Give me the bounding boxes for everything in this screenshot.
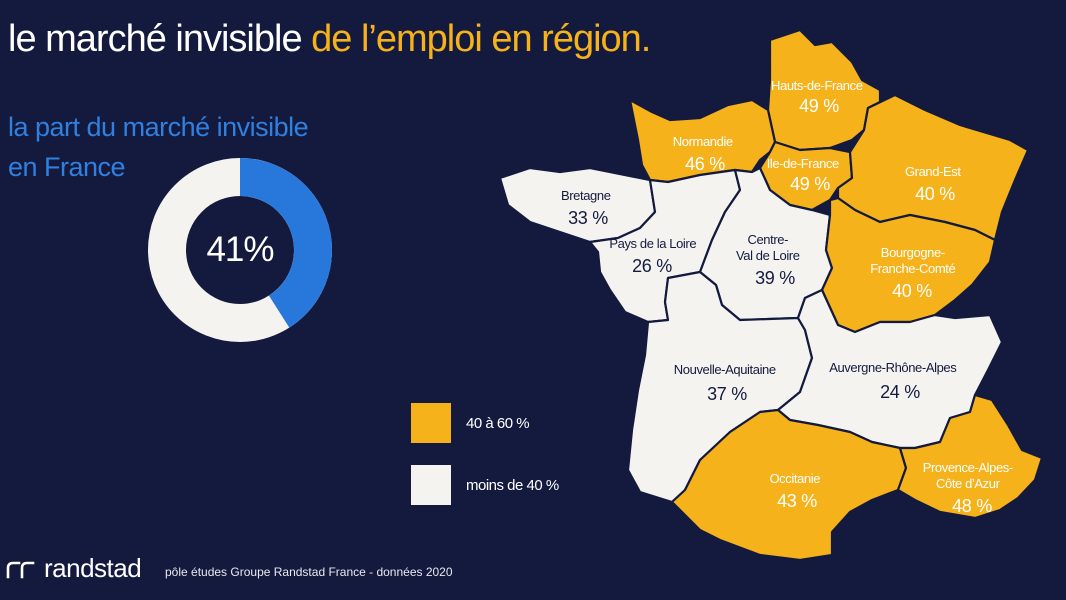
region-value-nouvelle-aquitaine: 37 % [707, 384, 747, 404]
region-label-centre-val-de-loire: Centre- Val de Loire 39 % [736, 231, 804, 288]
region-name-provence-alpes-cote-d-azur-line-2: Côte d’Azur [936, 476, 1001, 491]
region-name-ile-de-france: Ile-de-France [767, 156, 839, 171]
region-name-bretagne: Bretagne [561, 188, 611, 203]
donut-share-arc [239, 158, 332, 328]
region-label-hauts-de-france: Hauts-de-France 49 % [771, 77, 867, 116]
region-value-bourgogne-franche-comte: 40 % [892, 281, 932, 301]
region-value-centre-val-de-loire: 39 % [755, 268, 795, 288]
region-value-grand-est: 40 % [915, 184, 955, 204]
donut-caption-line-2: en France [8, 152, 126, 182]
page-title: le marché invisible de l’emploi en régio… [8, 18, 651, 61]
region-name-provence-alpes-cote-d-azur-line-1: Provence-Alpes- [923, 460, 1013, 475]
region-label-auvergne-rhone-alpes: Auvergne-Rhône-Alpes 24 % [829, 359, 961, 402]
region-value-occitanie: 43 % [777, 491, 817, 511]
region-value-bretagne: 33 % [568, 208, 608, 228]
region-name-hauts-de-france: Hauts-de-France [771, 78, 863, 93]
region-value-auvergne-rhone-alpes: 24 % [880, 382, 920, 402]
donut-chart [148, 158, 332, 342]
region-name-grand-est: Grand-Est [905, 164, 961, 179]
donut-caption-line-1: la part du marché invisible [8, 112, 309, 142]
footer-brand: randstad [6, 553, 142, 584]
region-name-centre-val-de-loire-line-2: Val de Loire [736, 248, 800, 263]
legend-swatch-high [411, 403, 451, 443]
region-name-centre-val-de-loire-line-1: Centre- [747, 232, 788, 247]
region-name-occitanie: Occitanie [769, 471, 820, 486]
region-name-auvergne-rhone-alpes: Auvergne-Rhône-Alpes [829, 360, 957, 375]
brand-name: randstad [44, 553, 142, 583]
region-label-bourgogne-franche-comte: Bourgogne- Franche-Comté 40 % [870, 244, 960, 301]
region-label-grand-est: Grand-Est 40 % [905, 163, 965, 204]
region-label-bretagne: Bretagne 33 % [561, 187, 615, 228]
region-value-normandie: 46 % [685, 154, 725, 174]
region-value-pays-de-la-loire: 26 % [632, 256, 672, 276]
source-note: pôle études Groupe Randstad France - don… [165, 565, 453, 579]
legend-label-low: moins de 40 % [466, 476, 559, 494]
donut-value-label: 41% [206, 230, 274, 269]
region-value-ile-de-france: 49 % [790, 174, 830, 194]
region-value-hauts-de-france: 49 % [799, 96, 839, 116]
region-name-bourgogne-franche-comte-line-1: Bourgogne- [881, 245, 945, 260]
region-label-normandie: Normandie 46 % [673, 133, 737, 174]
region-shape-provence-alpes-cote-d-azur [896, 393, 1044, 520]
title-part-2: de l’emploi en région. [311, 18, 651, 60]
legend-swatch-low [411, 465, 451, 505]
donut-caption: la part du marché invisible en France [8, 107, 309, 187]
randstad-logo-icon [6, 561, 35, 578]
legend-item-high: 40 à 60 % [411, 403, 530, 443]
region-label-occitanie: Occitanie 43 % [769, 470, 824, 511]
region-label-nouvelle-aquitaine: Nouvelle-Aquitaine 37 % [674, 361, 780, 404]
region-label-ile-de-france: Ile-de-France 49 % [767, 155, 844, 194]
region-value-provence-alpes-cote-d-azur: 48 % [952, 496, 992, 516]
region-label-pays-de-la-loire: Pays de la Loire 26 % [609, 235, 700, 276]
region-name-pays-de-la-loire: Pays de la Loire [609, 236, 696, 251]
region-name-normandie: Normandie [673, 134, 733, 149]
region-shape-normandie [628, 98, 777, 184]
region-name-bourgogne-franche-comte-line-2: Franche-Comté [870, 261, 955, 276]
region-shape-bourgogne-franche-comte [820, 196, 997, 334]
title-part-1: le marché invisible [8, 18, 312, 60]
legend-item-low: moins de 40 % [411, 465, 559, 505]
region-name-nouvelle-aquitaine: Nouvelle-Aquitaine [674, 362, 776, 377]
legend-label-high: 40 à 60 % [466, 414, 530, 432]
region-label-provence-alpes-cote-d-azur: Provence-Alpes- Côte d’Azur 48 % [923, 459, 1018, 516]
